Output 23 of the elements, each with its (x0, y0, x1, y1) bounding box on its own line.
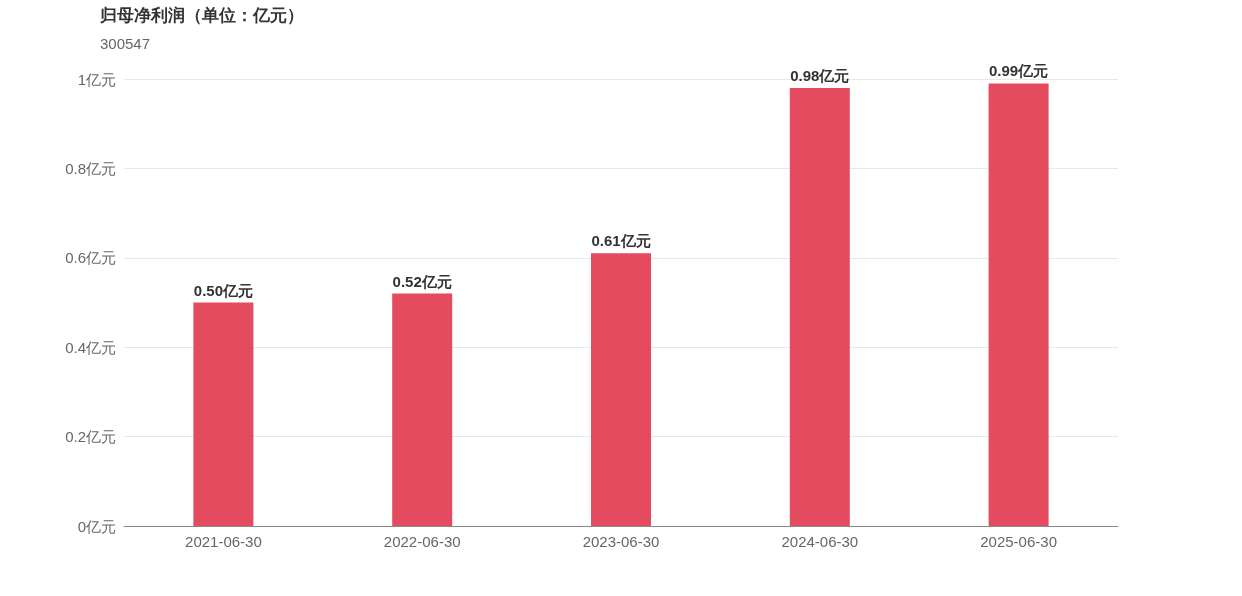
bar (193, 302, 254, 526)
data-label: 0.98亿元 (790, 66, 850, 84)
x-tick-label: 2021-06-30 (185, 533, 262, 550)
y-tick-label: 0.4亿元 (65, 338, 116, 356)
data-label: 0.52亿元 (392, 272, 452, 290)
data-label: 0.61亿元 (591, 232, 651, 250)
y-tick-label: 0亿元 (77, 517, 116, 535)
chart-subtitle: 300547 (100, 35, 151, 52)
y-tick-label: 1亿元 (77, 70, 116, 88)
x-tick-label: 2024-06-30 (781, 533, 859, 550)
y-tick-label: 0.8亿元 (65, 159, 116, 177)
y-tick-label: 0.2亿元 (65, 428, 116, 446)
x-tick-label: 2023-06-30 (582, 533, 660, 550)
data-label: 0.99亿元 (989, 62, 1049, 80)
x-tick-label: 2025-06-30 (980, 533, 1057, 550)
y-tick-label: 0.6亿元 (65, 249, 116, 267)
chart-title: 归母净利润（单位：亿元） (99, 6, 304, 25)
x-tick-label: 2022-06-30 (383, 533, 461, 550)
bar (789, 87, 850, 526)
bar (988, 83, 1049, 526)
bar (392, 293, 453, 526)
bar (591, 253, 651, 526)
data-label: 0.50亿元 (193, 281, 253, 299)
